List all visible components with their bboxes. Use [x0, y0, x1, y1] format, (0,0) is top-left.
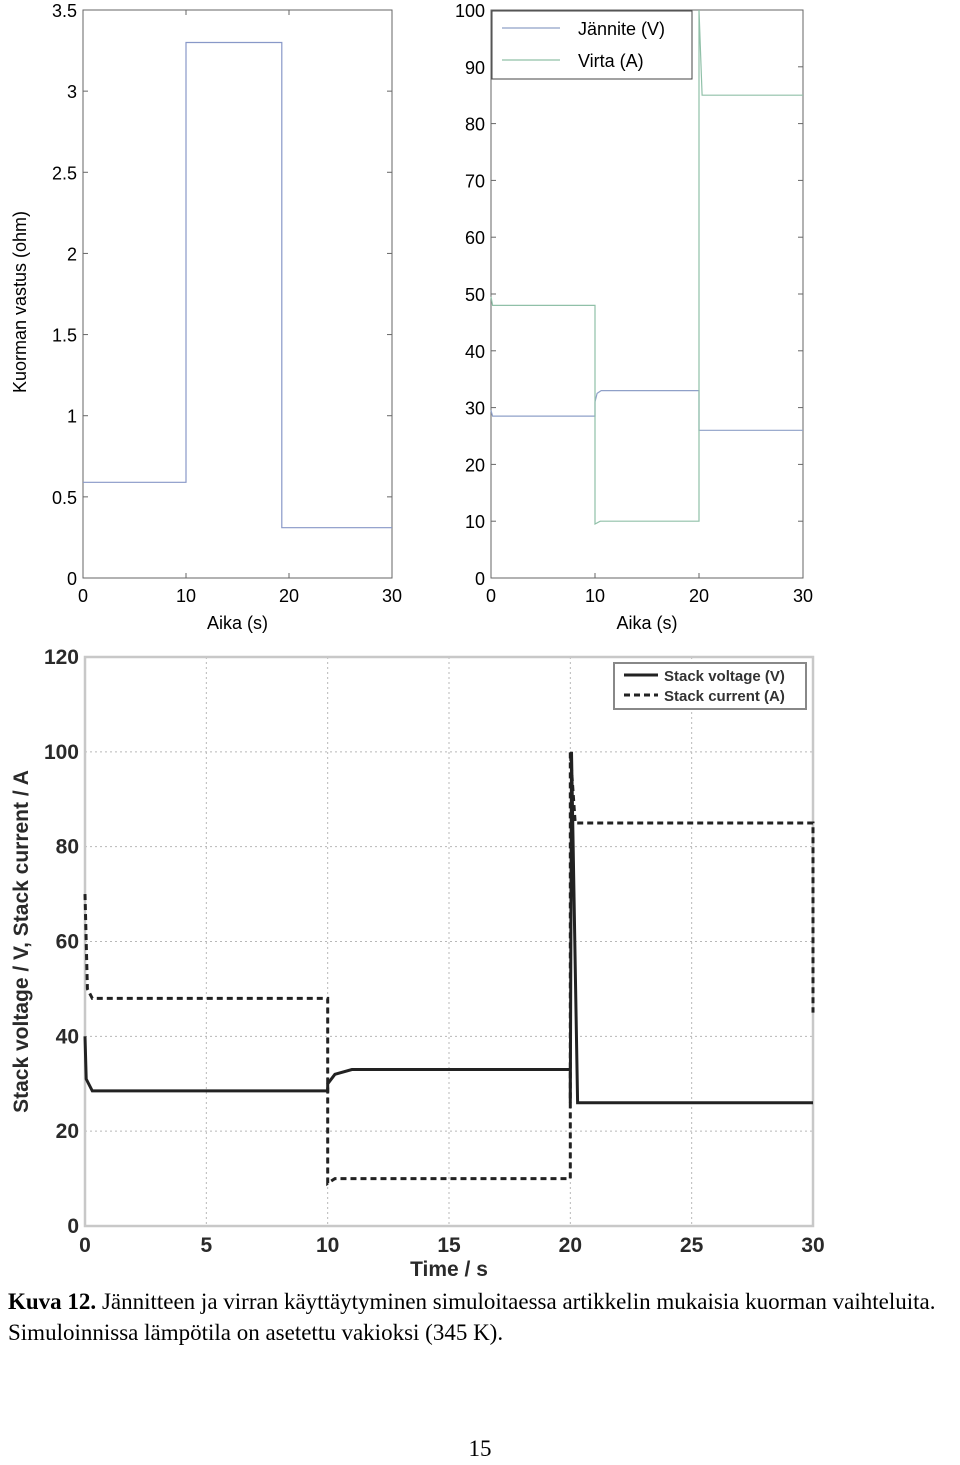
x-tick-label: 20 — [689, 586, 709, 606]
legend-label-2: Virta (A) — [578, 51, 644, 71]
y-tick-label: 20 — [465, 455, 485, 475]
y-axis-label: Kuorman vastus (ohm) — [10, 211, 30, 393]
x-tick-label: 0 — [486, 586, 496, 606]
stack-voltage-current-chart: 0 5 10 15 20 25 30 0 20 40 60 80 100 120 Time / s Stack… — [10, 646, 825, 1280]
x-axis-label: Aika (s) — [616, 613, 677, 633]
series-line-2 — [83, 751, 815, 1187]
x-tick-label: 20 — [559, 1234, 582, 1257]
series-line-2 — [490, 9, 803, 526]
y-tick-label: 3 — [67, 82, 77, 102]
legend-label-1: Jännite (V) — [578, 19, 665, 39]
y-tick-label: 70 — [465, 171, 485, 191]
y-tick-label: 0.5 — [52, 488, 77, 508]
y-tick-label: 1 — [67, 407, 77, 427]
y-tick-label: 80 — [465, 115, 485, 135]
y-tick-label: 2.5 — [52, 163, 77, 183]
legend-label-1: Stack voltage (V) — [664, 668, 785, 685]
y-tick-label: 100 — [44, 741, 79, 764]
y-tick-label: 60 — [465, 228, 485, 248]
x-tick-label: 30 — [382, 586, 402, 606]
y-tick-label: 0 — [67, 1215, 79, 1238]
y-tick-label: 3.5 — [52, 1, 77, 21]
y-axis-label: Stack voltage / V, Stack current / A — [10, 770, 33, 1113]
x-tick-label: 0 — [79, 1234, 91, 1257]
voltage-current-chart: 0 10 20 30 0 10 20 30 40 50 60 70 80 90 100 Aika (s) Jän… — [455, 1, 813, 633]
y-tick-label: 60 — [56, 931, 79, 954]
y-tick-label: 1.5 — [52, 326, 77, 346]
series-line-1 — [83, 41, 392, 529]
y-tick-label: 0 — [67, 569, 77, 589]
x-tick-label: 10 — [176, 586, 196, 606]
load-resistance-chart: 0 10 20 30 0 0.5 1 1.5 2 2.5 3 3.5 Aika (s) Kuorman v… — [10, 1, 402, 633]
y-tick-label: 50 — [465, 285, 485, 305]
x-tick-label: 20 — [279, 586, 299, 606]
x-axis-label: Aika (s) — [207, 613, 268, 633]
plot-frame — [82, 9, 393, 579]
x-tick-label: 0 — [78, 586, 88, 606]
series-line-1 — [83, 751, 813, 1105]
x-tick-label: 5 — [200, 1234, 212, 1257]
x-axis-label: Time / s — [410, 1258, 488, 1280]
series-line-1 — [490, 390, 803, 431]
caption-label: Kuva 12. — [8, 1289, 97, 1314]
legend-label-2: Stack current (A) — [664, 688, 785, 705]
y-tick-label: 10 — [465, 512, 485, 532]
x-tick-label: 10 — [316, 1234, 339, 1257]
y-tick-label: 40 — [56, 1025, 79, 1048]
legend-box — [613, 662, 807, 710]
y-tick-label: 120 — [44, 646, 79, 669]
x-tick-label: 30 — [801, 1234, 824, 1257]
legend-box — [491, 10, 693, 80]
x-tick-label: 10 — [585, 586, 605, 606]
figure-caption: Kuva 12. Jännitteen ja virran käyttäytym… — [8, 1286, 958, 1348]
y-tick-label: 100 — [455, 1, 485, 21]
x-tick-label: 15 — [437, 1234, 461, 1257]
y-tick-label: 0 — [475, 569, 485, 589]
y-tick-label: 20 — [56, 1120, 79, 1143]
figure: 0 10 20 30 0 0.5 1 1.5 2 2.5 3 3.5 Aika (s) Kuorman v… — [10, 1, 825, 1280]
x-tick-label: 30 — [793, 586, 813, 606]
y-tick-label: 90 — [465, 58, 485, 78]
caption-text: Jännitteen ja virran käyttäytyminen simu… — [8, 1289, 936, 1345]
x-tick-label: 25 — [680, 1234, 704, 1257]
y-tick-label: 80 — [56, 836, 79, 859]
y-tick-label: 40 — [465, 342, 485, 362]
page-number: 15 — [468, 1436, 492, 1461]
y-tick-label: 30 — [465, 399, 485, 419]
y-tick-label: 2 — [67, 244, 77, 264]
